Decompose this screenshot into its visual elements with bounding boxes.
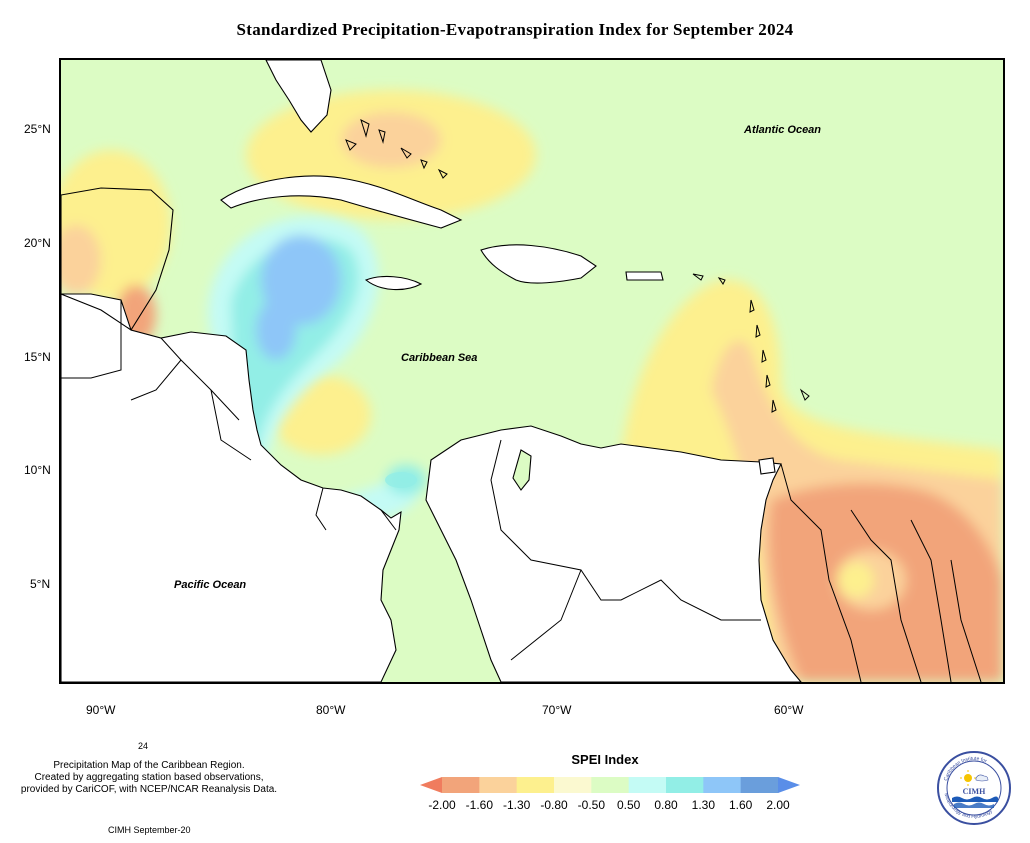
lat-label-25n: 25°N	[24, 122, 51, 136]
legend-tick-labels: -2.00 -1.60 -1.30 -0.80 -0.50 0.50 0.80 1.30 1.6…	[420, 798, 800, 814]
small-islands	[345, 119, 810, 413]
caribbean-sea-label: Caribbean Sea	[401, 352, 478, 364]
legend-tick-label: 1.30	[691, 798, 716, 812]
lat-label-15n: 15°N	[24, 350, 51, 364]
legend-color-swatch	[591, 777, 630, 793]
legend-arrow-low	[420, 777, 442, 793]
legend-colorbar	[420, 777, 800, 793]
hispaniola-land	[480, 244, 597, 284]
legend-color-swatch	[628, 777, 667, 793]
puerto-rico-land	[625, 271, 664, 281]
legend-tick-label: -0.50	[577, 798, 606, 812]
country-boundaries	[61, 300, 982, 682]
legend-tick-label: -1.30	[502, 798, 531, 812]
south-america-land	[425, 425, 802, 682]
lat-label-5n: 5°N	[30, 577, 51, 591]
lon-label-90w: 90°W	[86, 703, 116, 717]
footer-line-1: Precipitation Map of the Caribbean Regio…	[53, 760, 245, 771]
cimh-logo: Caribbean Institute for Meteorology and …	[937, 751, 1011, 825]
atlantic-ocean-label: Atlantic Ocean	[744, 124, 822, 136]
footer-number: 24	[138, 741, 149, 751]
legend-tick-label: -1.60	[465, 798, 494, 812]
waves-icon	[952, 796, 998, 808]
footer-line-3: provided by CariCOF, with NCEP/NCAR Rean…	[20, 784, 278, 795]
legend-color-swatch	[442, 777, 480, 793]
sun-icon	[964, 774, 972, 782]
legend-color-swatch	[554, 777, 592, 793]
legend-tick-label: 0.80	[654, 798, 678, 812]
legend-tick-label: 2.00	[766, 798, 790, 812]
cuba-land	[220, 175, 463, 229]
lon-label-70w: 70°W	[542, 703, 572, 717]
legend-tick-label: 0.50	[616, 798, 641, 812]
legend-color-swatch	[666, 777, 704, 793]
jamaica-land	[364, 275, 423, 291]
legend-tick-label: -2.00	[428, 798, 456, 812]
legend-color-swatch	[479, 777, 518, 793]
lat-label-10n: 10°N	[24, 463, 51, 477]
legend-color-swatch	[703, 777, 742, 793]
footer-credit: CIMH September-20	[108, 825, 191, 835]
legend-color-swatch	[516, 777, 555, 793]
legend-tick-label: 1.60	[728, 798, 753, 812]
yucatan-land	[61, 187, 174, 331]
spei-map-graphic	[61, 60, 1003, 682]
map-title: Standardized Precipitation-Evapotranspir…	[236, 20, 794, 39]
lon-label-80w: 80°W	[316, 703, 346, 717]
legend-arrow-high	[778, 777, 800, 793]
legend-color-swatch	[740, 777, 779, 793]
lat-label-20n: 20°N	[24, 236, 51, 250]
trinidad-land	[758, 457, 776, 475]
legend-title: SPEI Index	[571, 752, 639, 767]
land-masses	[61, 60, 802, 682]
footer-line-2: Created by aggregating station based obs…	[34, 772, 264, 783]
spei-map: Atlantic Ocean Caribbean Sea Pacific Oce…	[59, 58, 1005, 684]
wet-patch-coast	[385, 472, 417, 488]
pacific-ocean-label: Pacific Ocean	[174, 579, 247, 591]
lon-label-60w: 60°W	[774, 703, 804, 717]
cloud-icon	[975, 774, 989, 782]
florida-land	[265, 60, 332, 133]
legend-tick-label: -0.80	[540, 798, 568, 812]
lake-maracaibo-outline	[512, 449, 532, 491]
footer-description: Precipitation Map of the Caribbean Regio…	[4, 760, 294, 796]
logo-text: CIMH	[963, 787, 986, 796]
